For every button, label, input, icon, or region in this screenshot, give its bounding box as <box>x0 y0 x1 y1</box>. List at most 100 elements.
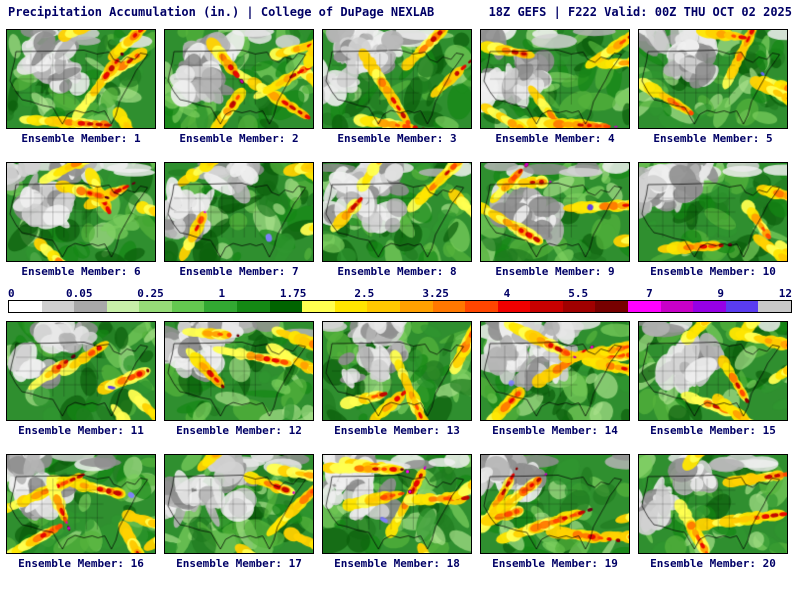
ensemble-panel: Ensemble Member: 10 <box>638 162 788 279</box>
ensemble-panel: Ensemble Member: 2 <box>164 29 314 146</box>
ensemble-row-1: Ensemble Member: 1 Ensemble Member: 2 En… <box>0 29 800 146</box>
ensemble-panel: Ensemble Member: 8 <box>322 162 472 279</box>
colorbar-segment <box>627 301 661 312</box>
ensemble-member-label: Ensemble Member: 8 <box>337 265 457 278</box>
ensemble-panel: Ensemble Member: 7 <box>164 162 314 279</box>
colorbar-segment <box>725 301 759 312</box>
ensemble-member-label: Ensemble Member: 11 <box>18 424 144 437</box>
colorbar-tick-label: 1 <box>218 287 226 300</box>
ensemble-member-label: Ensemble Member: 17 <box>176 557 302 570</box>
ensemble-member-label: Ensemble Member: 4 <box>495 132 615 145</box>
colorbar-segment <box>106 301 140 312</box>
ensemble-map-6 <box>6 162 156 262</box>
colorbar-tick-label: 2.5 <box>354 287 375 300</box>
colorbar: 0 0.05 0.25 1 1.75 2.5 3.25 4 5.5 7 9 12 <box>0 287 800 313</box>
ensemble-map-15 <box>638 321 788 421</box>
colorbar-segment <box>171 301 205 312</box>
ensemble-panel: Ensemble Member: 3 <box>322 29 472 146</box>
ensemble-member-label: Ensemble Member: 13 <box>334 424 460 437</box>
colorbar-segment <box>139 301 172 312</box>
ensemble-member-label: Ensemble Member: 6 <box>21 265 141 278</box>
ensemble-map-18 <box>322 454 472 554</box>
ensemble-map-12 <box>164 321 314 421</box>
colorbar-tick-label: 0 <box>8 287 15 300</box>
ensemble-map-7 <box>164 162 314 262</box>
ensemble-row-4: Ensemble Member: 16 Ensemble Member: 17 … <box>0 454 800 571</box>
ensemble-map-4 <box>480 29 630 129</box>
ensemble-row-3: Ensemble Member: 11 Ensemble Member: 12 … <box>0 321 800 438</box>
ensemble-map-5 <box>638 29 788 129</box>
ensemble-panel: Ensemble Member: 20 <box>638 454 788 571</box>
colorbar-tick-label: 4 <box>503 287 511 300</box>
ensemble-panel: Ensemble Member: 19 <box>480 454 630 571</box>
ensemble-map-13 <box>322 321 472 421</box>
colorbar-segment <box>399 301 433 312</box>
colorbar-tick-label: 5.5 <box>568 287 589 300</box>
colorbar-tick-label: 12 <box>778 287 792 300</box>
colorbar-segment <box>269 301 303 312</box>
colorbar-segment <box>237 301 270 312</box>
ensemble-map-16 <box>6 454 156 554</box>
ensemble-member-label: Ensemble Member: 18 <box>334 557 460 570</box>
ensemble-panel: Ensemble Member: 11 <box>6 321 156 438</box>
colorbar-tick-labels: 0 0.05 0.25 1 1.75 2.5 3.25 4 5.5 7 9 12 <box>8 287 792 300</box>
colorbar-segment <box>367 301 400 312</box>
colorbar-tick-label: 7 <box>646 287 653 300</box>
colorbar-tick-label: 0.25 <box>137 287 164 300</box>
ensemble-map-8 <box>322 162 472 262</box>
ensemble-panel: Ensemble Member: 18 <box>322 454 472 571</box>
ensemble-member-label: Ensemble Member: 10 <box>650 265 776 278</box>
ensemble-panel: Ensemble Member: 1 <box>6 29 156 146</box>
colorbar-tick-label: 9 <box>717 287 725 300</box>
ensemble-member-label: Ensemble Member: 1 <box>21 132 141 145</box>
ensemble-member-label: Ensemble Member: 2 <box>179 132 299 145</box>
colorbar-tick-label: 0.05 <box>66 287 93 300</box>
ensemble-panel: Ensemble Member: 16 <box>6 454 156 571</box>
ensemble-panel: Ensemble Member: 5 <box>638 29 788 146</box>
ensemble-map-9 <box>480 162 630 262</box>
ensemble-panel: Ensemble Member: 15 <box>638 321 788 438</box>
ensemble-map-20 <box>638 454 788 554</box>
ensemble-member-label: Ensemble Member: 20 <box>650 557 776 570</box>
colorbar-segment <box>432 301 466 312</box>
ensemble-row-2: Ensemble Member: 6 Ensemble Member: 7 En… <box>0 162 800 279</box>
ensemble-map-3 <box>322 29 472 129</box>
ensemble-panel: Ensemble Member: 9 <box>480 162 630 279</box>
ensemble-panel: Ensemble Member: 12 <box>164 321 314 438</box>
ensemble-map-1 <box>6 29 156 129</box>
ensemble-map-11 <box>6 321 156 421</box>
colorbar-segment <box>660 301 694 312</box>
colorbar-tick-label: 1.75 <box>279 287 307 300</box>
colorbar-segment <box>302 301 335 312</box>
colorbar-segment <box>497 301 531 312</box>
header: Precipitation Accumulation (in.) | Colle… <box>0 0 800 19</box>
colorbar-segment <box>465 301 498 312</box>
colorbar-segment <box>334 301 368 312</box>
colorbar-tick-label: 3.25 <box>422 287 449 300</box>
colorbar-segment <box>204 301 238 312</box>
colorbar-segment <box>595 301 628 312</box>
ensemble-panel: Ensemble Member: 17 <box>164 454 314 571</box>
colorbar-segment <box>74 301 107 312</box>
colorbar-segment <box>758 301 791 312</box>
ensemble-member-label: Ensemble Member: 14 <box>492 424 618 437</box>
ensemble-map-19 <box>480 454 630 554</box>
model-run-info: 18Z GEFS | F222 Valid: 00Z THU OCT 02 20… <box>488 5 792 19</box>
ensemble-member-label: Ensemble Member: 12 <box>176 424 302 437</box>
ensemble-panel: Ensemble Member: 13 <box>322 321 472 438</box>
ensemble-member-label: Ensemble Member: 5 <box>653 132 773 145</box>
ensemble-panel: Ensemble Member: 14 <box>480 321 630 438</box>
colorbar-segment <box>41 301 75 312</box>
ensemble-member-label: Ensemble Member: 19 <box>492 557 618 570</box>
ensemble-member-label: Ensemble Member: 3 <box>337 132 457 145</box>
colorbar-segment <box>530 301 563 312</box>
colorbar-segment <box>693 301 726 312</box>
ensemble-map-2 <box>164 29 314 129</box>
colorbar-segment <box>9 301 42 312</box>
ensemble-panel: Ensemble Member: 6 <box>6 162 156 279</box>
ensemble-panel: Ensemble Member: 4 <box>480 29 630 146</box>
ensemble-map-10 <box>638 162 788 262</box>
ensemble-member-label: Ensemble Member: 7 <box>179 265 299 278</box>
ensemble-member-label: Ensemble Member: 9 <box>495 265 615 278</box>
